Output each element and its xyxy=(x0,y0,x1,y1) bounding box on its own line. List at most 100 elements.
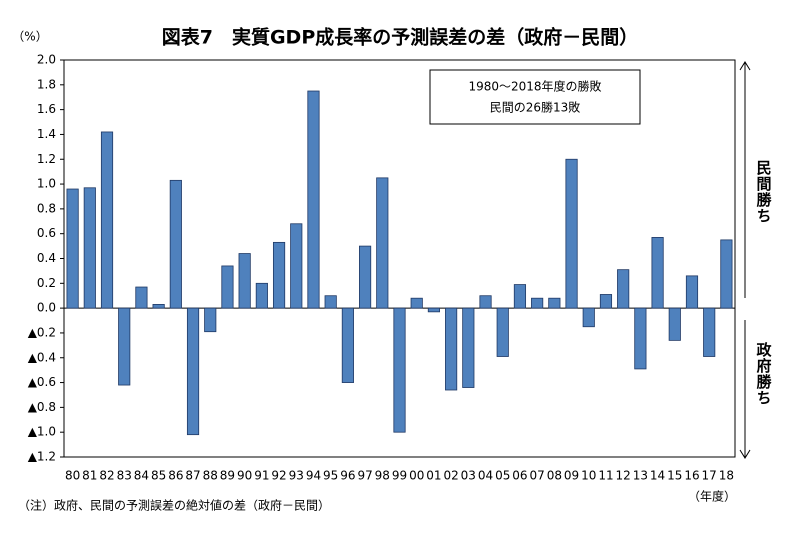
x-tick-label: 01 xyxy=(426,469,441,483)
x-tick-label: 17 xyxy=(702,469,717,483)
x-tick-label: 06 xyxy=(512,469,527,483)
side-label: 政府勝ち xyxy=(755,341,773,406)
y-tick-label: ▲0.2 xyxy=(28,325,56,339)
bar xyxy=(221,265,234,309)
bar xyxy=(118,307,131,386)
bar xyxy=(720,239,733,309)
bar xyxy=(238,253,251,309)
arrow-head xyxy=(739,449,751,459)
x-tick-label: 85 xyxy=(151,469,166,483)
bar xyxy=(204,307,217,333)
x-tick-label: 95 xyxy=(323,469,338,483)
y-tick-label: ▲1.2 xyxy=(28,450,56,464)
bar xyxy=(66,188,79,309)
x-tick-label: 12 xyxy=(616,469,631,483)
x-tick-label: 94 xyxy=(306,469,321,483)
x-tick-label: 02 xyxy=(443,469,458,483)
y-unit: （%） xyxy=(12,30,47,44)
x-tick-label: 84 xyxy=(134,469,149,483)
x-tick-label: 08 xyxy=(547,469,562,483)
bar xyxy=(135,286,148,309)
bar xyxy=(479,295,492,309)
bar xyxy=(272,241,286,309)
y-tick-label: 0.0 xyxy=(37,301,56,315)
bar xyxy=(393,307,406,433)
x-tick-label: 03 xyxy=(461,469,476,483)
bar xyxy=(307,90,320,309)
x-unit: （年度） xyxy=(688,489,736,504)
x-tick-label: 04 xyxy=(478,469,493,483)
bar xyxy=(290,223,303,309)
bar xyxy=(703,307,716,357)
bar xyxy=(513,284,527,309)
bar xyxy=(565,158,578,309)
x-tick-label: 89 xyxy=(220,469,235,483)
bar xyxy=(100,131,114,309)
y-tick-label: 2.0 xyxy=(37,53,56,67)
annotation-box xyxy=(429,69,641,125)
y-tick-label: ▲1.0 xyxy=(28,425,56,439)
x-tick-label: 81 xyxy=(82,469,97,483)
bar xyxy=(462,307,475,388)
bar xyxy=(445,307,458,391)
x-tick-label: 83 xyxy=(117,469,132,483)
x-tick-label: 15 xyxy=(667,469,682,483)
x-tick-label: 87 xyxy=(185,469,200,483)
x-tick-label: 96 xyxy=(340,469,355,483)
x-tick-label: 98 xyxy=(375,469,390,483)
y-tick-label: 0.8 xyxy=(37,201,56,215)
y-tick-label: 1.2 xyxy=(37,152,56,166)
bar xyxy=(599,294,613,309)
x-tick-label: 80 xyxy=(65,469,80,483)
bar xyxy=(496,307,509,357)
bar xyxy=(685,275,699,309)
bar xyxy=(152,304,165,309)
x-tick-label: 86 xyxy=(168,469,183,483)
x-tick-label: 90 xyxy=(237,469,252,483)
y-tick-label: 0.2 xyxy=(37,276,56,290)
x-tick-label: 93 xyxy=(289,469,304,483)
x-tick-label: 18 xyxy=(719,469,734,483)
x-tick-label: 11 xyxy=(598,469,613,483)
y-tick-label: 1.0 xyxy=(37,177,56,191)
bar xyxy=(634,307,647,370)
bar xyxy=(651,237,664,309)
bar xyxy=(341,307,354,383)
y-tick-label: ▲0.6 xyxy=(28,375,56,389)
annotation: 民間の26勝13敗 xyxy=(490,100,581,115)
x-tick-label: 99 xyxy=(392,469,407,483)
bar xyxy=(359,245,372,309)
bar xyxy=(410,297,423,309)
bar xyxy=(169,179,182,309)
arrow-head xyxy=(739,61,751,71)
bar xyxy=(186,307,200,436)
note: （注）政府、民間の予測誤差の絶対値の差（政府－民間） xyxy=(18,498,330,513)
side-label: 民間勝ち xyxy=(755,160,773,224)
x-tick-label: 13 xyxy=(633,469,648,483)
bar xyxy=(83,187,96,309)
x-tick-label: 05 xyxy=(495,469,510,483)
x-tick-label: 10 xyxy=(581,469,596,483)
y-tick-label: ▲0.4 xyxy=(28,350,56,364)
x-tick-label: 91 xyxy=(254,469,269,483)
y-tick-label: 1.4 xyxy=(37,127,56,141)
x-tick-label: 00 xyxy=(409,469,424,483)
x-tick-label: 09 xyxy=(564,469,579,483)
bar xyxy=(668,307,681,341)
x-tick-label: 92 xyxy=(271,469,286,483)
y-tick-label: 0.4 xyxy=(37,251,56,265)
x-tick-label: 97 xyxy=(357,469,372,483)
x-tick-label: 07 xyxy=(530,469,545,483)
bar xyxy=(548,297,561,309)
bar xyxy=(255,282,268,309)
bar xyxy=(427,307,440,313)
y-tick-label: ▲0.8 xyxy=(28,400,56,414)
x-tick-label: 82 xyxy=(99,469,114,483)
x-tick-label: 88 xyxy=(203,469,218,483)
bar xyxy=(324,295,337,309)
y-tick-label: 1.6 xyxy=(37,102,56,116)
chart-title: 図表7 実質GDP成長率の予測誤差の差（政府－民間） xyxy=(162,26,639,49)
x-tick-label: 14 xyxy=(650,469,665,483)
annotation: 1980～2018年度の勝敗 xyxy=(468,79,601,94)
